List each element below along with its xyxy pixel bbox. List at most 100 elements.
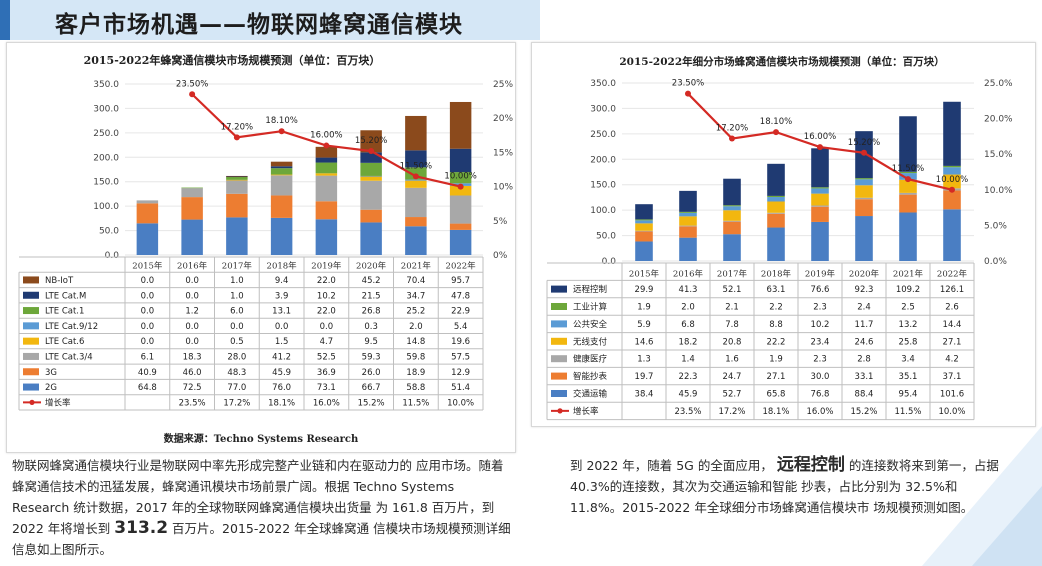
- bar-segment: [226, 217, 248, 255]
- table-cell: 4.7: [320, 337, 334, 347]
- bar-segment: [360, 175, 382, 177]
- growth-point-label: 17.20%: [221, 122, 253, 132]
- table-cell: 26.0: [362, 368, 381, 378]
- table-cell: 48.3: [227, 368, 246, 378]
- legend-swatch: [551, 303, 567, 310]
- growth-point: [412, 173, 419, 180]
- legend-label: LTE Cat.1: [45, 307, 84, 317]
- bar-segment: [270, 195, 293, 218]
- bar-segment: [360, 180, 382, 210]
- bar-segment: [679, 226, 697, 238]
- table-cell: 16.0%: [313, 398, 340, 408]
- table-cell: 34.7: [406, 291, 425, 301]
- table-cell: 1.0: [230, 291, 244, 301]
- bar-segment: [855, 216, 873, 261]
- legend-swatch: [23, 291, 39, 299]
- bar-segment: [360, 152, 382, 163]
- y2-tick-label: 0%: [493, 251, 508, 261]
- bar-segment: [767, 197, 785, 202]
- bar-segment: [226, 176, 248, 178]
- table-cell: 66.7: [362, 383, 381, 393]
- growth-point: [233, 134, 240, 141]
- bar-segment: [899, 212, 917, 261]
- growth-point: [905, 176, 911, 183]
- growth-point: [189, 91, 196, 98]
- table-cell: 21.5: [362, 291, 381, 301]
- bar-segment: [449, 229, 472, 255]
- y-tick-label: 0.0: [602, 257, 617, 267]
- bar-segment: [943, 101, 961, 166]
- table-cell: 77.0: [227, 383, 246, 393]
- bar-segment: [136, 203, 159, 224]
- market-size-chart-panel: 2015-2022年蜂窝通信模块市场规模预测（单位：百万块） 0.0 50.0 100…: [6, 42, 516, 453]
- bar-segment: [679, 211, 697, 213]
- bar-segment: [811, 205, 829, 207]
- legend-label: 公共安全: [573, 319, 608, 330]
- table-cell: 9.4: [275, 276, 289, 286]
- table-cell: 2.5: [901, 303, 915, 313]
- bar-segment: [405, 226, 427, 255]
- bar-segment: [723, 221, 741, 235]
- x-category-label: 2021年: [401, 260, 432, 271]
- table-cell: 0.0: [185, 276, 199, 286]
- y-tick-label: 0.0: [105, 251, 120, 261]
- growth-point-label: 16.00%: [310, 131, 342, 141]
- bar-segment: [855, 185, 873, 198]
- legend-swatch: [551, 390, 567, 397]
- table-cell: 30.0: [811, 372, 830, 382]
- legend-swatch: [551, 355, 567, 363]
- bar-segment: [136, 200, 159, 204]
- right-description-part-1: 到 2022 年，随着 5G 的全面应用，: [570, 458, 773, 473]
- table-cell: 70.4: [406, 276, 425, 286]
- y2-tick-label: 0.0%: [984, 257, 1007, 267]
- table-cell: 38.4: [635, 390, 654, 400]
- table-cell: 0.0: [185, 337, 199, 347]
- bar-segment: [899, 116, 917, 172]
- legend-label: 增长率: [573, 406, 599, 417]
- growth-point-label: 11.50%: [400, 161, 432, 171]
- bar-segment: [315, 175, 338, 202]
- table-cell: 10.0%: [447, 398, 474, 408]
- table-cell: 0.0: [141, 307, 155, 317]
- bar-segment: [405, 180, 427, 188]
- bar-segment: [270, 168, 293, 175]
- table-cell: 22.3: [679, 372, 698, 382]
- bar-segment: [679, 225, 697, 227]
- y2-tick-label: 15.0%: [984, 150, 1013, 160]
- left-description-part-2: 百万片。2015-2022 年全球蜂窝通 信模块市场规模预测详细信息如上图所示。: [12, 521, 511, 557]
- bar-segment: [723, 178, 741, 206]
- legend-label: 远程控制: [573, 284, 607, 295]
- growth-point-label: 15.20%: [355, 136, 387, 146]
- table-cell: 14.4: [943, 320, 962, 330]
- table-cell: 10.0%: [938, 407, 965, 417]
- legend-line-marker: [557, 408, 563, 414]
- growth-point-label: 17.20%: [716, 124, 748, 134]
- bar-segment: [136, 223, 159, 255]
- growth-point: [368, 148, 375, 155]
- table-cell: 15.2%: [358, 398, 385, 408]
- bar-segment: [635, 241, 653, 261]
- table-cell: 18.2: [679, 337, 698, 347]
- bar-segment: [405, 179, 427, 181]
- bar-segment: [226, 176, 248, 180]
- table-cell: 18.1%: [268, 398, 295, 408]
- left-description-highlight: 313.2: [114, 518, 169, 538]
- y2-tick-label: 20.0%: [984, 115, 1013, 125]
- y2-tick-label: 20%: [493, 114, 513, 124]
- legend-swatch: [551, 337, 567, 345]
- bar-segment: [767, 212, 785, 214]
- legend-label: 3G: [45, 368, 57, 378]
- bar-segment: [405, 187, 427, 218]
- table-cell: 46.0: [183, 368, 202, 378]
- y2-tick-label: 25.0%: [984, 79, 1013, 89]
- bar-segment: [181, 188, 203, 198]
- table-cell: 22.2: [767, 337, 786, 347]
- table-cell: 6.1: [141, 352, 155, 362]
- y-tick-label: 250.0: [590, 130, 616, 140]
- table-cell: 3.9: [275, 291, 289, 301]
- table-cell: 1.5: [275, 337, 289, 347]
- y-tick-label: 150.0: [590, 181, 616, 191]
- bar-segment: [767, 213, 785, 228]
- bar-segment: [405, 115, 427, 151]
- bar-segment: [811, 187, 829, 189]
